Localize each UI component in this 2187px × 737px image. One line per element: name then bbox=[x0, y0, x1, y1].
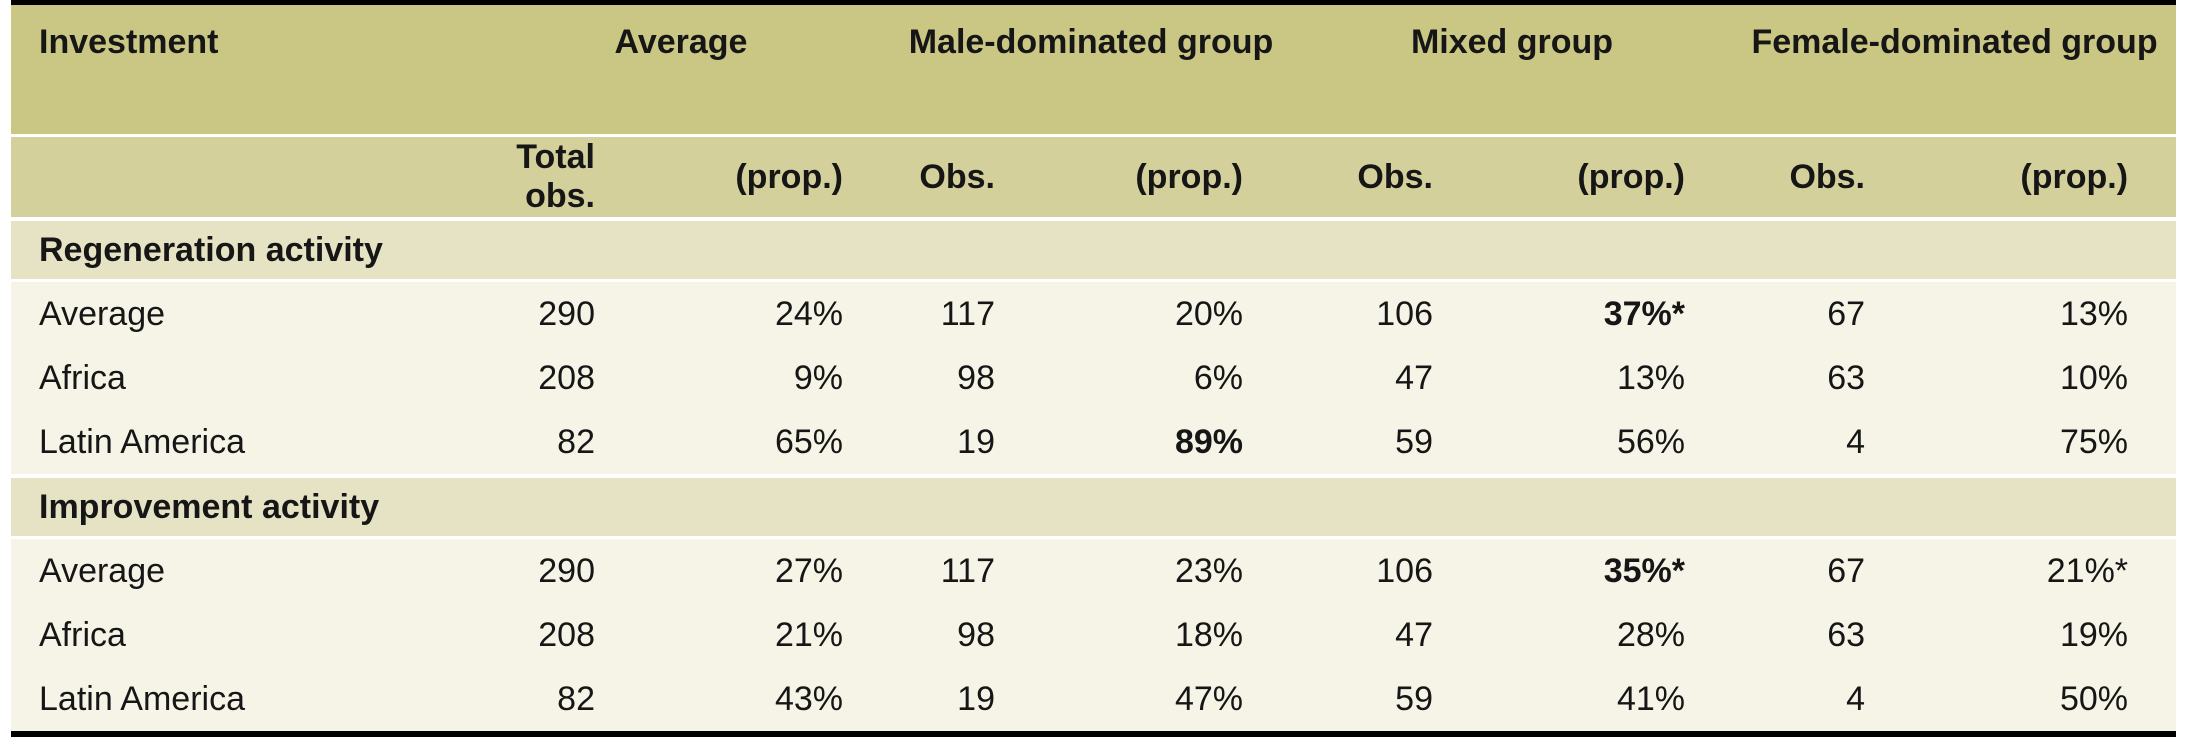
subheader-obs-mixed: Obs. bbox=[1291, 134, 1481, 219]
value-cell: 82 bbox=[471, 410, 643, 476]
value-cell: 75% bbox=[1913, 410, 2177, 476]
value-cell: 89% bbox=[1043, 410, 1291, 476]
table-row: Average 290 24% 117 20% 106 37%* 67 13% bbox=[11, 279, 2177, 346]
value-cell: 59 bbox=[1291, 667, 1481, 734]
subheader-total-obs: Total obs. bbox=[471, 134, 643, 219]
value-cell: 106 bbox=[1291, 536, 1481, 603]
value-cell: 6% bbox=[1043, 346, 1291, 410]
subheader-empty bbox=[11, 134, 471, 219]
sub-header-row: Total obs. (prop.) Obs. (prop.) Obs. (pr… bbox=[11, 134, 2177, 219]
value-cell: 98 bbox=[891, 603, 1043, 667]
value-cell: 28% bbox=[1481, 603, 1734, 667]
value-cell: 4 bbox=[1733, 410, 1914, 476]
group-header-row: Investment Average Male-dominated group … bbox=[11, 2, 2177, 136]
subheader-prop-mixed: (prop.) bbox=[1481, 134, 1734, 219]
value-cell: 47% bbox=[1043, 667, 1291, 734]
value-cell: 63 bbox=[1733, 346, 1914, 410]
value-cell: 65% bbox=[643, 410, 891, 476]
value-cell: 35%* bbox=[1481, 536, 1734, 603]
header-average-group: Average bbox=[471, 2, 891, 136]
value-cell: 37%* bbox=[1481, 279, 1734, 346]
row-label: Average bbox=[11, 536, 471, 603]
table-row: Latin America 82 65% 19 89% 59 56% 4 75% bbox=[11, 410, 2177, 476]
row-label: Latin America bbox=[11, 667, 471, 734]
value-cell: 24% bbox=[643, 279, 891, 346]
value-cell: 19 bbox=[891, 410, 1043, 476]
value-cell: 41% bbox=[1481, 667, 1734, 734]
header-mixed-group: Mixed group bbox=[1291, 2, 1734, 136]
table-row: Africa 208 9% 98 6% 47 13% 63 10% bbox=[11, 346, 2177, 410]
subheader-prop-female: (prop.) bbox=[1913, 134, 2177, 219]
value-cell: 290 bbox=[471, 536, 643, 603]
value-cell: 290 bbox=[471, 279, 643, 346]
row-label: Africa bbox=[11, 603, 471, 667]
value-cell: 67 bbox=[1733, 279, 1914, 346]
table-wrapper: Investment Average Male-dominated group … bbox=[11, 0, 2177, 737]
investment-activity-table: Investment Average Male-dominated group … bbox=[11, 0, 2177, 737]
section-title: Regeneration activity bbox=[11, 217, 2177, 281]
value-cell: 18% bbox=[1043, 603, 1291, 667]
subheader-prop-male: (prop.) bbox=[1043, 134, 1291, 219]
value-cell: 63 bbox=[1733, 603, 1914, 667]
header-female-dominated-group: Female-dominated group bbox=[1733, 2, 2177, 136]
value-cell: 56% bbox=[1481, 410, 1734, 476]
value-cell: 13% bbox=[1481, 346, 1734, 410]
subheader-obs-female: Obs. bbox=[1733, 134, 1914, 219]
value-cell: 19 bbox=[891, 667, 1043, 734]
value-cell: 47 bbox=[1291, 603, 1481, 667]
value-cell: 21% bbox=[643, 603, 891, 667]
value-cell: 82 bbox=[471, 667, 643, 734]
table-body: Regeneration activity Average 290 24% 117 20%… bbox=[11, 217, 2177, 734]
subheader-obs-male: Obs. bbox=[891, 134, 1043, 219]
table-row: Latin America 82 43% 19 47% 59 41% 4 50% bbox=[11, 667, 2177, 734]
value-cell: 21%* bbox=[1913, 536, 2177, 603]
subheader-prop-average: (prop.) bbox=[643, 134, 891, 219]
value-cell: 4 bbox=[1733, 667, 1914, 734]
section-header-row: Improvement activity bbox=[11, 474, 2177, 538]
value-cell: 13% bbox=[1913, 279, 2177, 346]
row-label: Latin America bbox=[11, 410, 471, 476]
header-male-dominated-group: Male-dominated group bbox=[891, 2, 1291, 136]
row-label: Africa bbox=[11, 346, 471, 410]
value-cell: 59 bbox=[1291, 410, 1481, 476]
header-investment: Investment bbox=[11, 2, 471, 136]
value-cell: 10% bbox=[1913, 346, 2177, 410]
section-header-row: Regeneration activity bbox=[11, 217, 2177, 281]
value-cell: 43% bbox=[643, 667, 891, 734]
value-cell: 208 bbox=[471, 346, 643, 410]
value-cell: 9% bbox=[643, 346, 891, 410]
value-cell: 98 bbox=[891, 346, 1043, 410]
value-cell: 117 bbox=[891, 536, 1043, 603]
table-row: Average 290 27% 117 23% 106 35%* 67 21%* bbox=[11, 536, 2177, 603]
value-cell: 106 bbox=[1291, 279, 1481, 346]
value-cell: 20% bbox=[1043, 279, 1291, 346]
row-label: Average bbox=[11, 279, 471, 346]
value-cell: 19% bbox=[1913, 603, 2177, 667]
value-cell: 47 bbox=[1291, 346, 1481, 410]
value-cell: 208 bbox=[471, 603, 643, 667]
value-cell: 27% bbox=[643, 536, 891, 603]
value-cell: 67 bbox=[1733, 536, 1914, 603]
section-title: Improvement activity bbox=[11, 474, 2177, 538]
value-cell: 117 bbox=[891, 279, 1043, 346]
table-row: Africa 208 21% 98 18% 47 28% 63 19% bbox=[11, 603, 2177, 667]
value-cell: 50% bbox=[1913, 667, 2177, 734]
value-cell: 23% bbox=[1043, 536, 1291, 603]
